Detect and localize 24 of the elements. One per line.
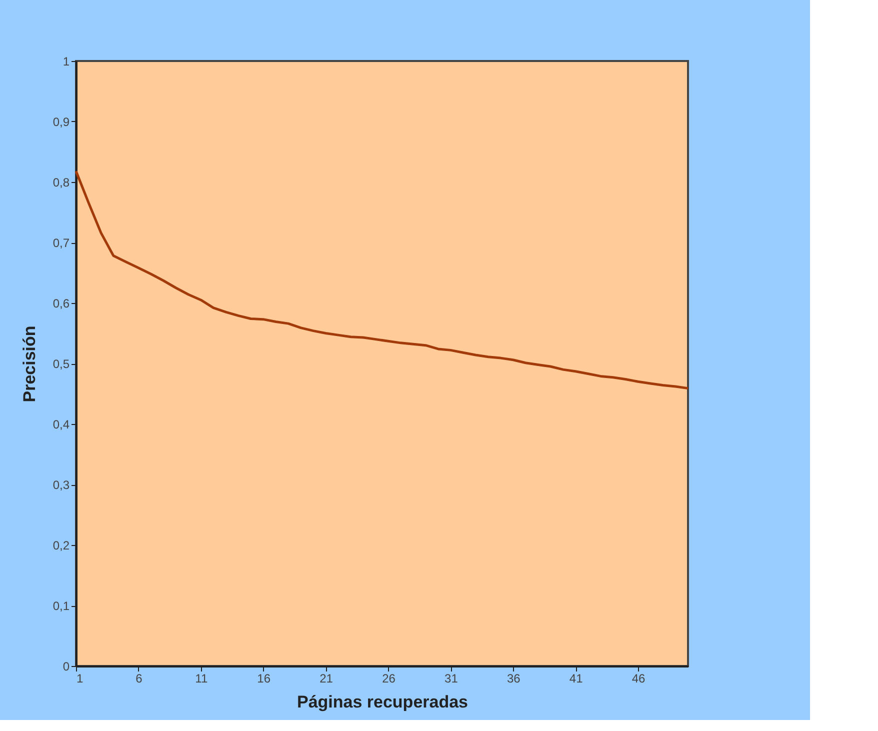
y-tick-label: 0,8 — [52, 176, 70, 190]
y-tick-label: 0,3 — [52, 478, 70, 492]
y-tick-label: 0,5 — [52, 357, 70, 371]
x-tick-label: 36 — [506, 672, 521, 686]
x-tick-label: 1 — [76, 672, 84, 686]
y-tick-label: 0,9 — [52, 115, 70, 129]
x-tick-label: 26 — [382, 672, 396, 686]
x-tick-label: 21 — [320, 672, 334, 686]
x-axis-title: Páginas recuperadas — [296, 692, 468, 712]
y-tick-label: 1 — [62, 54, 70, 68]
x-tick-label: 31 — [444, 672, 458, 686]
y-tick-label: 0,7 — [52, 236, 70, 250]
y-tick-label: 0,4 — [52, 418, 70, 432]
x-tick-label: 46 — [632, 672, 646, 686]
x-tick-label: 16 — [257, 672, 271, 686]
x-tick-label: 41 — [569, 672, 584, 686]
y-tick-label: 0 — [62, 660, 70, 674]
y-tick-label: 0,6 — [52, 296, 70, 310]
y-axis-title: Precisión — [20, 326, 39, 402]
y-tick-label: 0,1 — [52, 599, 70, 613]
x-tick-label: 11 — [195, 672, 208, 686]
x-tick-label: 6 — [136, 672, 143, 686]
line-series — [74, 170, 690, 390]
y-tick-label: 0,2 — [52, 538, 70, 552]
